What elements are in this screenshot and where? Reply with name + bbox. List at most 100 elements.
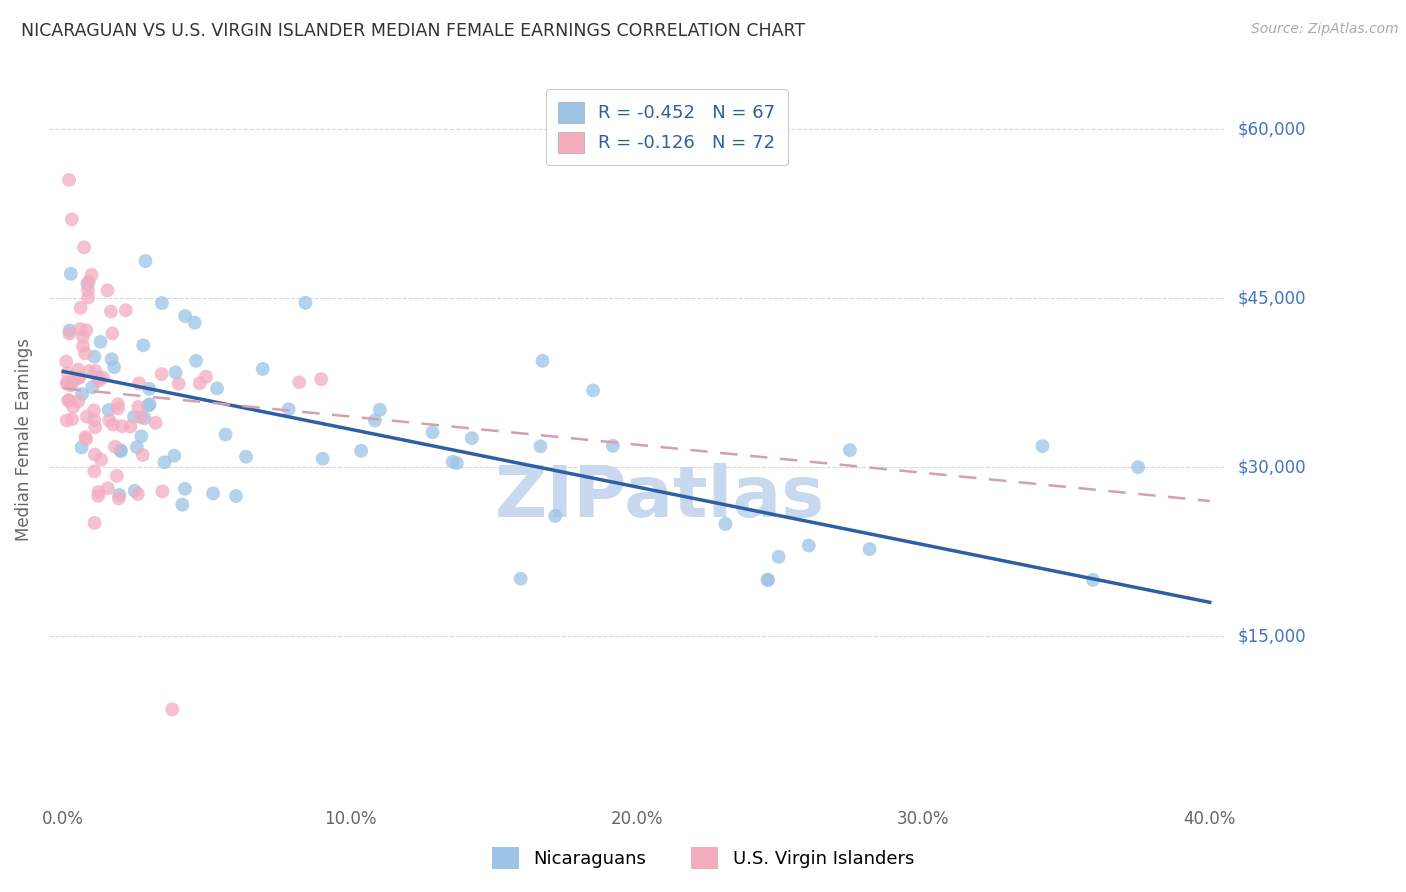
Point bbox=[77, 291, 100, 305]
Point bbox=[83, 413, 105, 427]
Point bbox=[294, 296, 316, 310]
Point bbox=[101, 326, 124, 341]
Text: $15,000: $15,000 bbox=[1239, 627, 1306, 645]
Point bbox=[91, 370, 114, 384]
Point bbox=[98, 413, 121, 427]
Point bbox=[309, 372, 332, 386]
Point bbox=[174, 309, 197, 323]
Point bbox=[76, 277, 98, 291]
Point bbox=[76, 409, 98, 424]
Point bbox=[84, 448, 107, 462]
Point bbox=[312, 451, 335, 466]
Point bbox=[58, 393, 80, 408]
Point bbox=[87, 374, 110, 388]
Point bbox=[83, 464, 105, 478]
Point bbox=[90, 334, 112, 349]
Point bbox=[132, 338, 155, 352]
Point bbox=[56, 376, 79, 391]
Point bbox=[107, 397, 129, 411]
Point bbox=[58, 393, 80, 408]
Point bbox=[55, 376, 77, 390]
Point bbox=[756, 573, 779, 587]
Point bbox=[205, 381, 228, 395]
Point bbox=[153, 455, 176, 469]
Point bbox=[858, 542, 880, 557]
Point bbox=[79, 364, 101, 378]
Point bbox=[66, 362, 89, 376]
Point bbox=[59, 267, 82, 281]
Point bbox=[124, 483, 146, 498]
Point bbox=[90, 452, 112, 467]
Point bbox=[225, 489, 247, 503]
Point bbox=[172, 498, 194, 512]
Point bbox=[59, 324, 82, 338]
Point bbox=[70, 441, 93, 455]
Point bbox=[96, 284, 118, 298]
Point bbox=[129, 410, 152, 425]
Point bbox=[87, 485, 110, 500]
Point bbox=[111, 419, 134, 434]
Point bbox=[150, 296, 173, 310]
Point bbox=[77, 275, 100, 289]
Point bbox=[58, 173, 80, 187]
Point bbox=[60, 412, 83, 426]
Point bbox=[59, 378, 82, 392]
Legend: Nicaraguans, U.S. Virgin Islanders: Nicaraguans, U.S. Virgin Islanders bbox=[482, 838, 924, 879]
Point bbox=[108, 488, 131, 502]
Y-axis label: Median Female Earnings: Median Female Earnings bbox=[15, 337, 32, 541]
Point bbox=[60, 376, 83, 390]
Legend: R = -0.452   N = 67, R = -0.126   N = 72: R = -0.452 N = 67, R = -0.126 N = 72 bbox=[546, 89, 787, 165]
Point bbox=[252, 362, 274, 376]
Point bbox=[67, 394, 90, 409]
Point bbox=[110, 443, 132, 458]
Point bbox=[104, 440, 127, 454]
Point bbox=[131, 429, 153, 443]
Point bbox=[529, 439, 551, 453]
Point bbox=[100, 304, 122, 318]
Point bbox=[163, 449, 186, 463]
Point bbox=[55, 413, 77, 427]
Point bbox=[288, 376, 311, 390]
Point bbox=[422, 425, 444, 440]
Point bbox=[1081, 573, 1104, 587]
Point bbox=[364, 413, 387, 427]
Point bbox=[167, 376, 190, 391]
Point bbox=[165, 366, 187, 380]
Point bbox=[72, 339, 94, 353]
Point bbox=[75, 430, 97, 444]
Point bbox=[838, 443, 860, 458]
Point bbox=[602, 439, 624, 453]
Point bbox=[105, 468, 128, 483]
Point bbox=[97, 481, 120, 495]
Point bbox=[350, 443, 373, 458]
Point bbox=[134, 254, 156, 268]
Point bbox=[73, 346, 96, 360]
Point bbox=[368, 402, 391, 417]
Point bbox=[797, 539, 820, 553]
Text: Source: ZipAtlas.com: Source: ZipAtlas.com bbox=[1251, 22, 1399, 37]
Point bbox=[60, 212, 83, 227]
Point bbox=[120, 419, 142, 434]
Point bbox=[461, 431, 484, 445]
Point bbox=[125, 440, 148, 454]
Point bbox=[128, 376, 150, 391]
Point bbox=[127, 400, 149, 414]
Point bbox=[115, 303, 138, 318]
Point bbox=[97, 403, 120, 417]
Point bbox=[103, 360, 125, 375]
Point bbox=[202, 486, 225, 500]
Point bbox=[183, 316, 205, 330]
Point bbox=[184, 353, 207, 368]
Point bbox=[531, 353, 554, 368]
Point bbox=[70, 387, 93, 401]
Point bbox=[509, 572, 531, 586]
Point bbox=[134, 411, 156, 425]
Text: ZIPatlas: ZIPatlas bbox=[495, 463, 825, 533]
Point bbox=[150, 367, 173, 381]
Point bbox=[69, 322, 91, 336]
Point bbox=[446, 456, 468, 470]
Point bbox=[122, 409, 145, 424]
Point bbox=[582, 384, 605, 398]
Point bbox=[138, 397, 160, 411]
Point bbox=[138, 382, 160, 396]
